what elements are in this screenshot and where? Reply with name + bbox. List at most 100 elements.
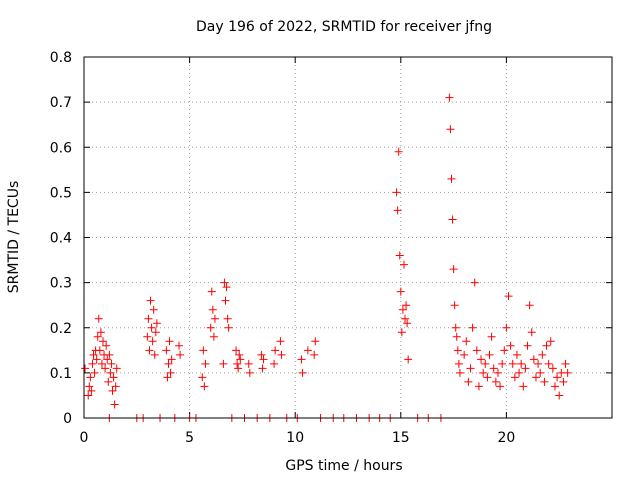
data-point — [103, 355, 112, 364]
data-point — [448, 215, 457, 224]
data-point — [399, 260, 408, 269]
data-point — [208, 305, 217, 314]
data-point — [200, 382, 209, 391]
data-point — [449, 265, 458, 274]
data-point — [474, 382, 483, 391]
data-point — [175, 341, 184, 350]
data-point — [498, 359, 507, 368]
data-point — [491, 377, 500, 386]
data-point — [546, 337, 555, 346]
data-point — [99, 337, 108, 346]
data-point — [97, 359, 106, 368]
data-point — [525, 301, 534, 310]
tick-labels: 0 0.1 0.2 0.3 0.4 0.5 0.6 0.7 0.8 0 5 10 15 20 — [50, 50, 516, 446]
data-point — [548, 364, 557, 373]
data-point — [489, 364, 498, 373]
data-point — [259, 355, 268, 364]
data-point — [454, 359, 463, 368]
data-point — [176, 350, 185, 359]
data-point — [222, 283, 231, 292]
y-axis-label: SRMTID / TECUs — [6, 181, 22, 294]
data-point — [483, 373, 492, 382]
data-point — [199, 346, 208, 355]
data-point — [519, 382, 528, 391]
data-point — [145, 346, 154, 355]
data-point — [536, 368, 545, 377]
data-point — [512, 350, 521, 359]
data-point — [88, 359, 97, 368]
data-point — [86, 373, 95, 382]
data-point — [92, 355, 101, 364]
data-point — [477, 355, 486, 364]
data-point — [104, 377, 113, 386]
x-tick-label: 5 — [185, 430, 194, 446]
data-point — [451, 323, 460, 332]
x-axis-label: GPS time / hours — [285, 458, 402, 474]
data-point — [105, 350, 114, 359]
data-point — [447, 174, 456, 183]
data-point — [404, 355, 413, 364]
data-point — [455, 368, 464, 377]
data-point — [542, 341, 551, 350]
data-point — [107, 359, 116, 368]
y-tick-label: 0.4 — [50, 231, 72, 247]
data-point — [500, 346, 509, 355]
data-point — [485, 350, 494, 359]
data-point — [95, 346, 104, 355]
data-point — [108, 386, 117, 395]
data-point — [270, 359, 279, 368]
data-point — [106, 368, 115, 377]
data-point — [396, 287, 405, 296]
data-point — [303, 346, 312, 355]
data-point — [111, 382, 120, 391]
x-tick-label: 15 — [392, 430, 410, 446]
data-point — [538, 350, 547, 359]
data-point — [550, 382, 559, 391]
data-point — [220, 278, 229, 287]
data-point — [544, 359, 553, 368]
data-point — [298, 368, 307, 377]
data-point — [502, 323, 511, 332]
data-point — [462, 337, 471, 346]
data-point — [221, 296, 230, 305]
data-point — [236, 355, 245, 364]
data-point — [515, 368, 524, 377]
data-point — [81, 364, 90, 373]
chart-title: Day 196 of 2022, SRMTID for receiver jfn… — [196, 19, 492, 35]
data-point — [144, 314, 153, 323]
data-point — [244, 359, 253, 368]
data-point — [481, 359, 490, 368]
data-point — [450, 301, 459, 310]
data-point — [496, 382, 505, 391]
data-point — [517, 359, 526, 368]
x-tick-label: 0 — [80, 430, 89, 446]
data-point — [311, 337, 320, 346]
data-point — [445, 93, 454, 102]
data-point — [257, 350, 266, 359]
data-point — [148, 337, 157, 346]
data-point — [460, 350, 469, 359]
data-point — [143, 332, 152, 341]
data-point — [392, 188, 401, 197]
data-point — [94, 314, 103, 323]
data-point — [101, 364, 110, 373]
data-point — [493, 368, 502, 377]
data-point — [147, 323, 156, 332]
data-point — [245, 368, 254, 377]
data-point — [165, 337, 174, 346]
data-point — [466, 364, 475, 373]
data-point — [472, 346, 481, 355]
data-point — [402, 301, 411, 310]
data-point — [393, 206, 402, 215]
data-point — [523, 341, 532, 350]
data-point — [397, 328, 406, 337]
data-point — [452, 332, 461, 341]
data-point — [277, 350, 286, 359]
gridlines — [84, 57, 612, 418]
data-point — [506, 341, 515, 350]
data-point — [529, 355, 538, 364]
data-point — [90, 368, 99, 377]
data-point — [233, 359, 242, 368]
